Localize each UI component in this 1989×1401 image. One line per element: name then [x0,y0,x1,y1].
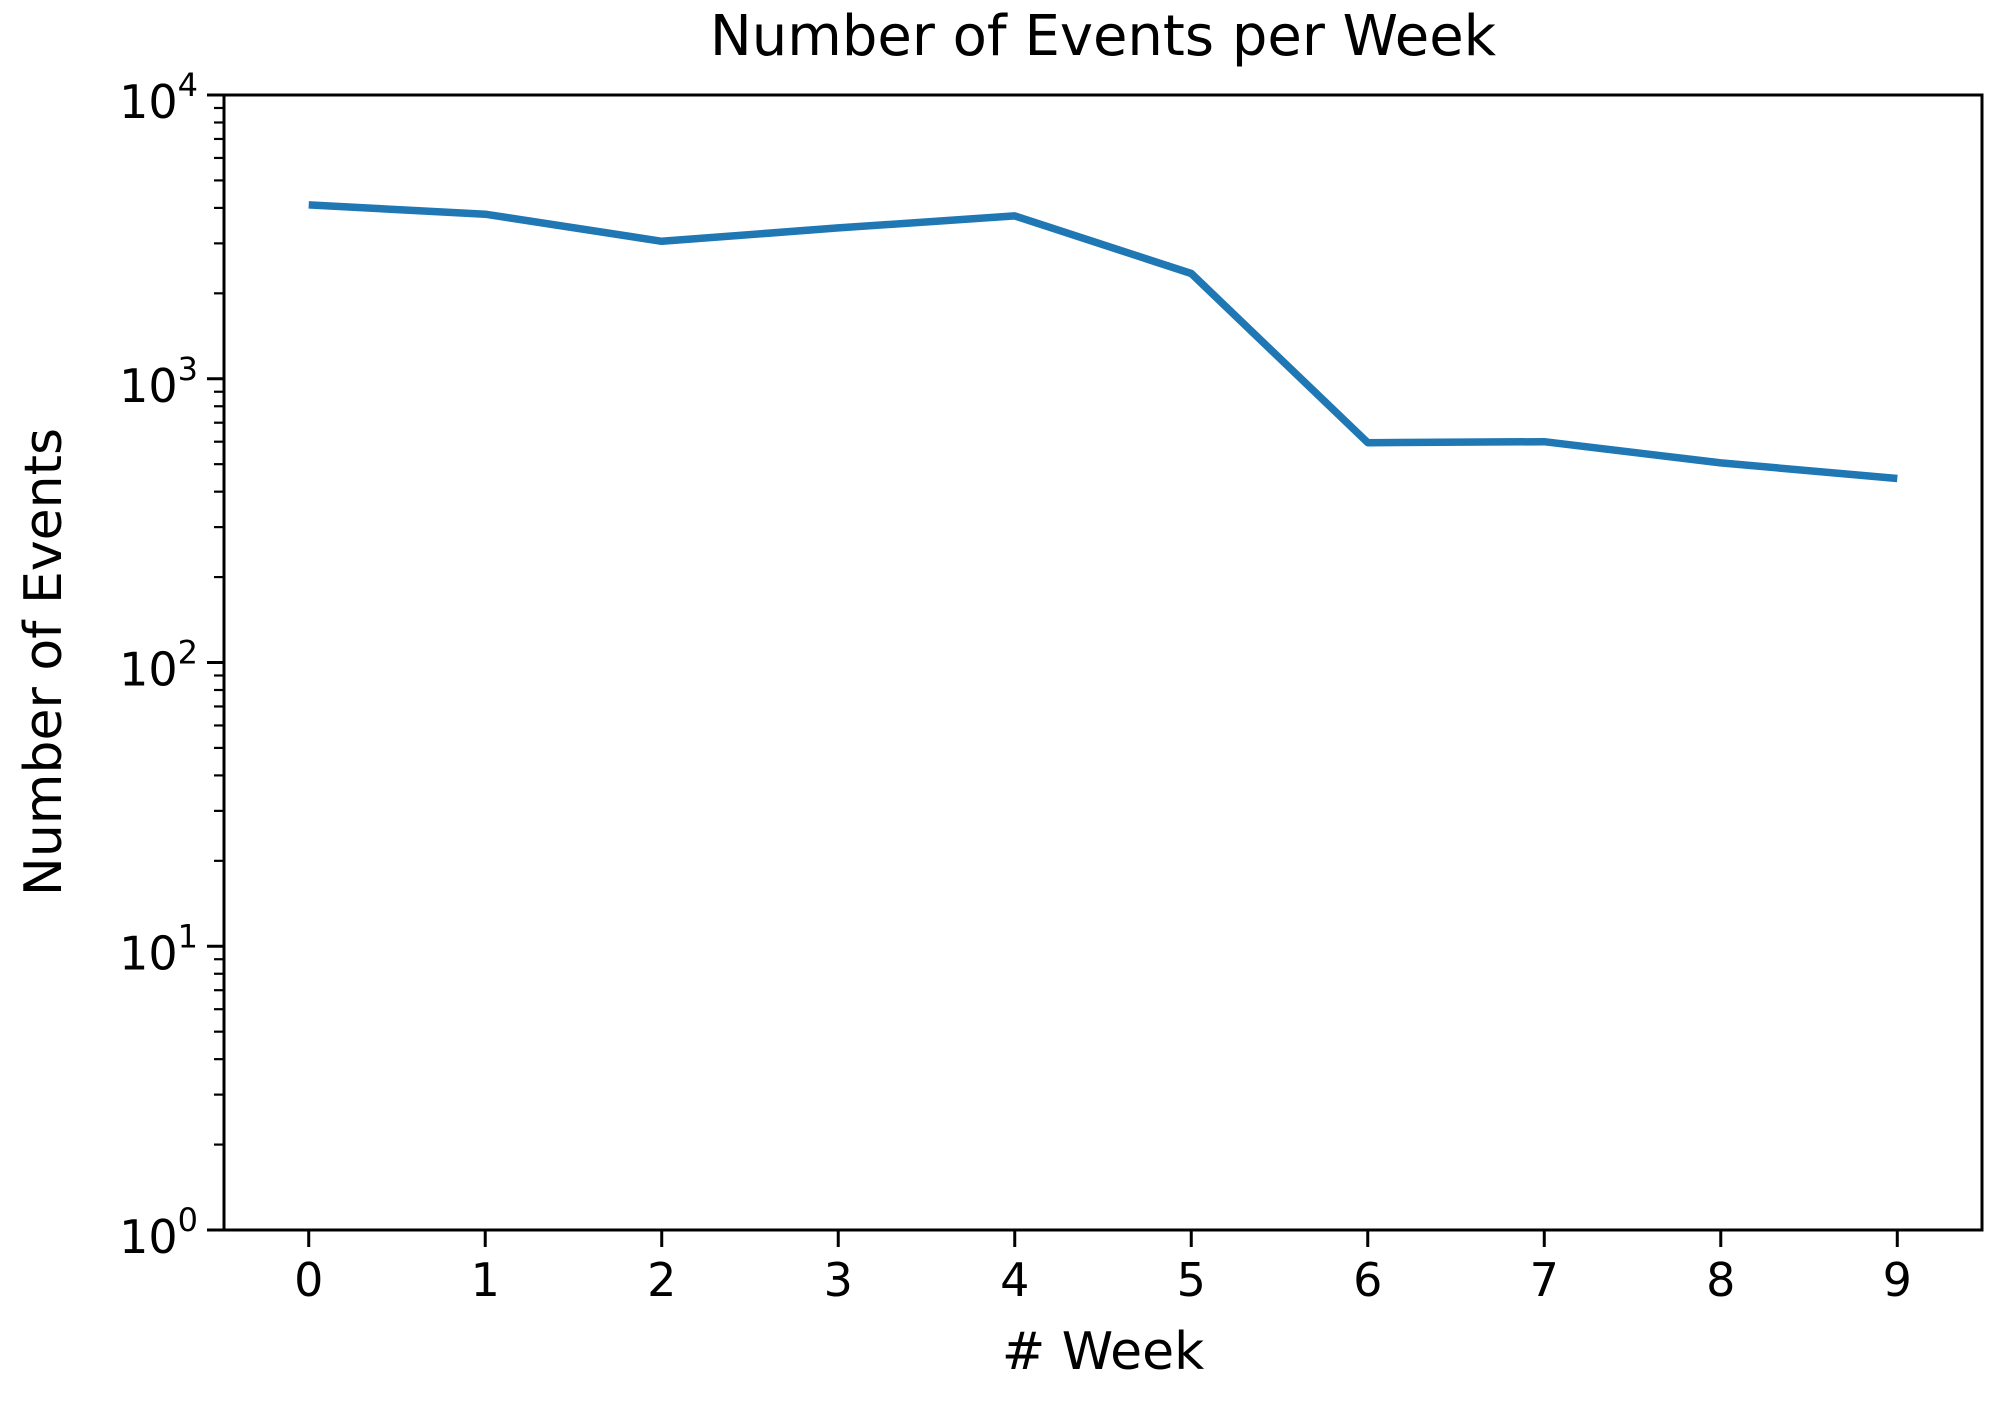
y-tick-label: 103 [119,350,198,413]
plot-border [222,93,1984,1232]
x-tick-label: 4 [1000,1253,1029,1307]
x-tick-label: 1 [471,1253,500,1307]
x-tick-label: 5 [1177,1253,1206,1307]
events-line [308,201,1898,483]
y-tick-label: 102 [119,634,198,697]
chart-title: Number of Events per Week [709,4,1497,69]
x-tick-label: 0 [294,1253,323,1307]
x-tick-label: 8 [1706,1253,1735,1307]
y-tick-label: 104 [119,66,198,129]
x-tick-label: 3 [824,1253,853,1307]
y-tick-label: 101 [119,917,198,980]
x-tick-label: 6 [1353,1253,1382,1307]
y-tick-label: 100 [119,1201,198,1264]
x-axis-label: # Week [1001,1322,1205,1382]
x-tick-label: 7 [1530,1253,1559,1307]
x-tick-label: 9 [1883,1253,1912,1307]
x-tick-label: 2 [647,1253,676,1307]
